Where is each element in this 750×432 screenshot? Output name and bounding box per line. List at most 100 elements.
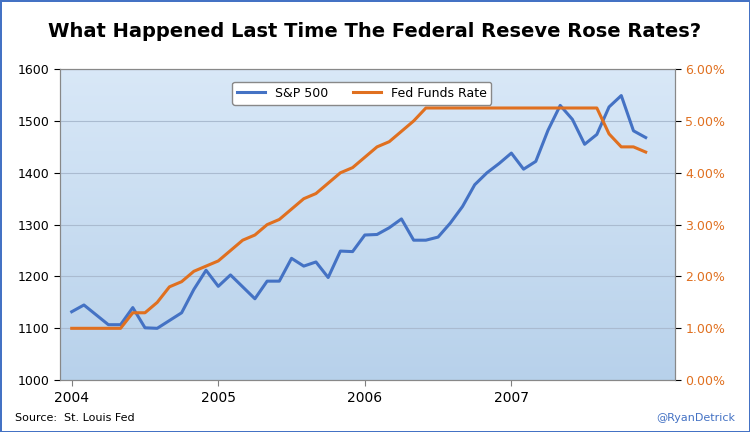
Fed Funds Rate [458, 105, 467, 111]
S&P 500 [531, 159, 540, 164]
S&P 500 [214, 284, 223, 289]
S&P 500 [92, 312, 100, 318]
S&P 500 [410, 238, 419, 243]
S&P 500 [128, 305, 137, 310]
S&P 500 [446, 220, 454, 226]
Fed Funds Rate [251, 232, 260, 238]
Fed Funds Rate [287, 206, 296, 212]
Fed Funds Rate [68, 326, 76, 331]
Fed Funds Rate [397, 129, 406, 134]
Text: @RyanDetrick: @RyanDetrick [656, 413, 735, 423]
S&P 500 [202, 268, 211, 273]
Fed Funds Rate [629, 144, 638, 149]
Fed Funds Rate [531, 105, 540, 111]
Fed Funds Rate [165, 284, 174, 289]
S&P 500 [140, 325, 149, 330]
Text: Source:  St. Louis Fed: Source: St. Louis Fed [15, 413, 135, 423]
Fed Funds Rate [568, 105, 577, 111]
Fed Funds Rate [592, 105, 602, 111]
Fed Funds Rate [385, 139, 394, 144]
S&P 500 [556, 103, 565, 108]
S&P 500 [470, 182, 479, 187]
S&P 500 [422, 238, 430, 243]
Fed Funds Rate [482, 105, 491, 111]
Fed Funds Rate [202, 264, 211, 269]
Fed Funds Rate [226, 248, 235, 253]
Fed Funds Rate [433, 105, 442, 111]
Fed Funds Rate [324, 181, 333, 186]
S&P 500 [226, 272, 235, 277]
S&P 500 [324, 275, 333, 280]
S&P 500 [262, 279, 272, 284]
S&P 500 [177, 310, 186, 315]
S&P 500 [482, 170, 491, 175]
Fed Funds Rate [446, 105, 454, 111]
S&P 500 [153, 326, 162, 331]
Text: What Happened Last Time The Federal Reseve Rose Rates?: What Happened Last Time The Federal Rese… [49, 22, 701, 41]
S&P 500 [604, 105, 613, 110]
Line: Fed Funds Rate: Fed Funds Rate [72, 108, 646, 328]
S&P 500 [251, 296, 260, 302]
Fed Funds Rate [311, 191, 320, 196]
S&P 500 [592, 132, 602, 137]
S&P 500 [348, 249, 357, 254]
Fed Funds Rate [507, 105, 516, 111]
S&P 500 [373, 232, 382, 237]
S&P 500 [189, 287, 198, 292]
Line: S&P 500: S&P 500 [72, 95, 646, 328]
S&P 500 [287, 256, 296, 261]
Fed Funds Rate [348, 165, 357, 170]
Fed Funds Rate [422, 105, 430, 111]
Fed Funds Rate [336, 170, 345, 175]
S&P 500 [495, 161, 504, 166]
S&P 500 [68, 309, 76, 314]
Fed Funds Rate [410, 118, 419, 124]
Fed Funds Rate [544, 105, 553, 111]
Fed Funds Rate [274, 217, 284, 222]
Fed Funds Rate [116, 326, 125, 331]
S&P 500 [165, 318, 174, 323]
Fed Funds Rate [519, 105, 528, 111]
Fed Funds Rate [262, 222, 272, 227]
Fed Funds Rate [299, 196, 308, 201]
Fed Funds Rate [128, 310, 137, 315]
S&P 500 [629, 128, 638, 133]
Fed Funds Rate [360, 155, 369, 160]
S&P 500 [385, 225, 394, 230]
S&P 500 [238, 284, 248, 289]
Legend: S&P 500, Fed Funds Rate: S&P 500, Fed Funds Rate [232, 82, 491, 105]
S&P 500 [116, 322, 125, 327]
S&P 500 [568, 117, 577, 122]
Fed Funds Rate [80, 326, 88, 331]
Fed Funds Rate [616, 144, 626, 149]
S&P 500 [80, 302, 88, 308]
S&P 500 [580, 142, 590, 147]
S&P 500 [397, 216, 406, 222]
S&P 500 [616, 93, 626, 98]
Fed Funds Rate [470, 105, 479, 111]
Fed Funds Rate [556, 105, 565, 111]
Fed Funds Rate [238, 238, 248, 243]
S&P 500 [641, 135, 650, 140]
S&P 500 [274, 279, 284, 284]
Fed Funds Rate [140, 310, 149, 315]
Fed Funds Rate [641, 149, 650, 155]
Fed Funds Rate [92, 326, 100, 331]
S&P 500 [104, 322, 112, 327]
Fed Funds Rate [177, 279, 186, 284]
S&P 500 [336, 248, 345, 254]
Fed Funds Rate [189, 269, 198, 274]
S&P 500 [433, 235, 442, 240]
S&P 500 [544, 128, 553, 133]
Fed Funds Rate [373, 144, 382, 149]
S&P 500 [519, 167, 528, 172]
Fed Funds Rate [495, 105, 504, 111]
S&P 500 [311, 259, 320, 264]
S&P 500 [458, 204, 467, 209]
Fed Funds Rate [580, 105, 590, 111]
Fed Funds Rate [153, 300, 162, 305]
Fed Funds Rate [104, 326, 112, 331]
S&P 500 [360, 232, 369, 238]
S&P 500 [299, 264, 308, 269]
Fed Funds Rate [214, 258, 223, 264]
